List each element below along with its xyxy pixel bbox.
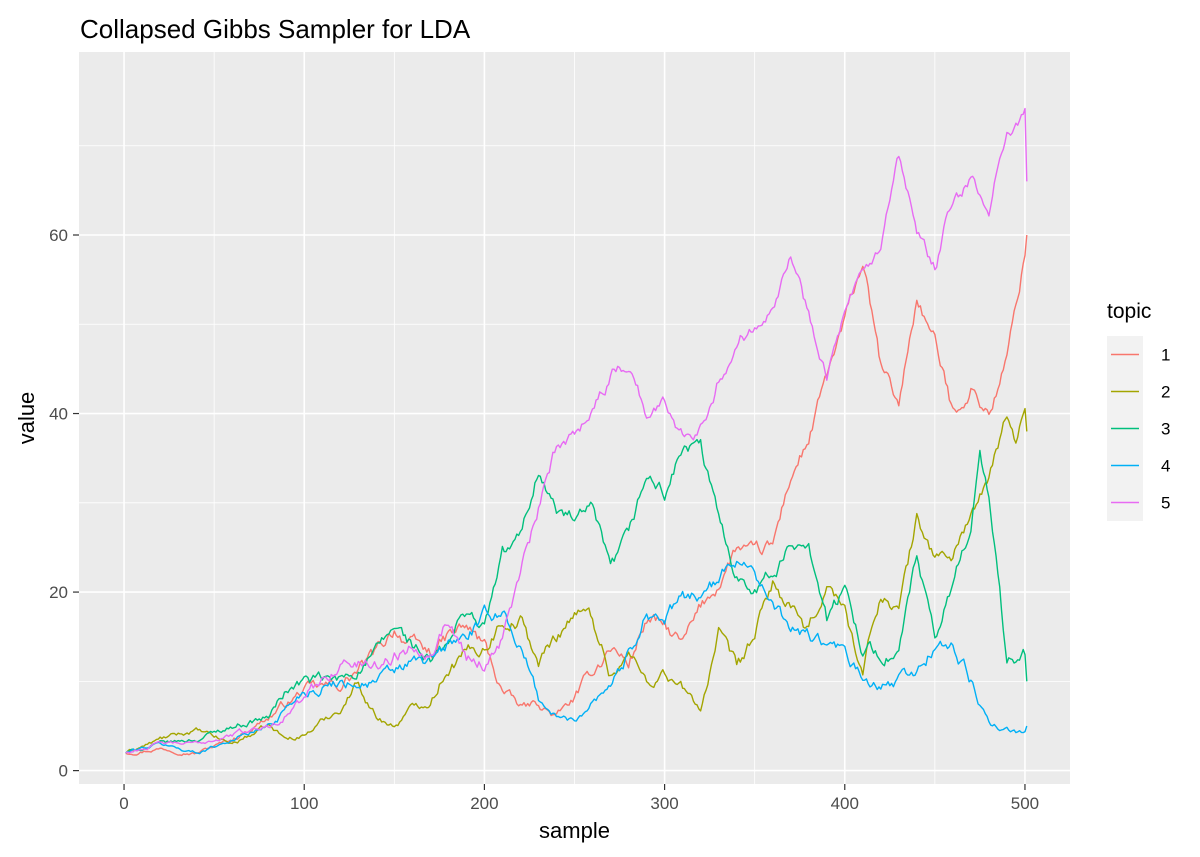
legend-title: topic xyxy=(1107,300,1151,323)
series-line-topic-4 xyxy=(125,560,1028,755)
y-axis-title: value xyxy=(14,392,39,445)
y-axis: 0 20 40 60 xyxy=(49,226,79,781)
legend: topic 1 2 3 4 5 xyxy=(1107,300,1170,521)
x-tick-label: 300 xyxy=(650,794,678,813)
series-line-topic-2 xyxy=(125,407,1028,754)
legend-label-topic-5: 5 xyxy=(1161,494,1170,513)
y-tick-label: 60 xyxy=(49,226,68,245)
x-tick-label: 400 xyxy=(831,794,859,813)
x-axis: 0 100 200 300 400 500 xyxy=(119,784,1039,813)
series-line-topic-5 xyxy=(125,107,1028,754)
x-axis-title: sample xyxy=(539,818,610,843)
x-tick-label: 0 xyxy=(119,794,128,813)
x-tick-label: 200 xyxy=(470,794,498,813)
gridlines xyxy=(79,52,1070,784)
legend-label-topic-4: 4 xyxy=(1161,457,1170,476)
x-tick-label: 500 xyxy=(1011,794,1039,813)
series-line-topic-3 xyxy=(125,438,1028,754)
y-tick-label: 20 xyxy=(49,583,68,602)
series-lines xyxy=(125,107,1028,757)
x-tick-label: 100 xyxy=(290,794,318,813)
y-tick-label: 40 xyxy=(49,405,68,424)
chart-title: Collapsed Gibbs Sampler for LDA xyxy=(80,14,471,44)
legend-label-topic-1: 1 xyxy=(1161,346,1170,365)
legend-label-topic-3: 3 xyxy=(1161,420,1170,439)
series-line-topic-1 xyxy=(125,234,1028,757)
y-tick-label: 0 xyxy=(59,762,68,781)
legend-label-topic-2: 2 xyxy=(1161,383,1170,402)
